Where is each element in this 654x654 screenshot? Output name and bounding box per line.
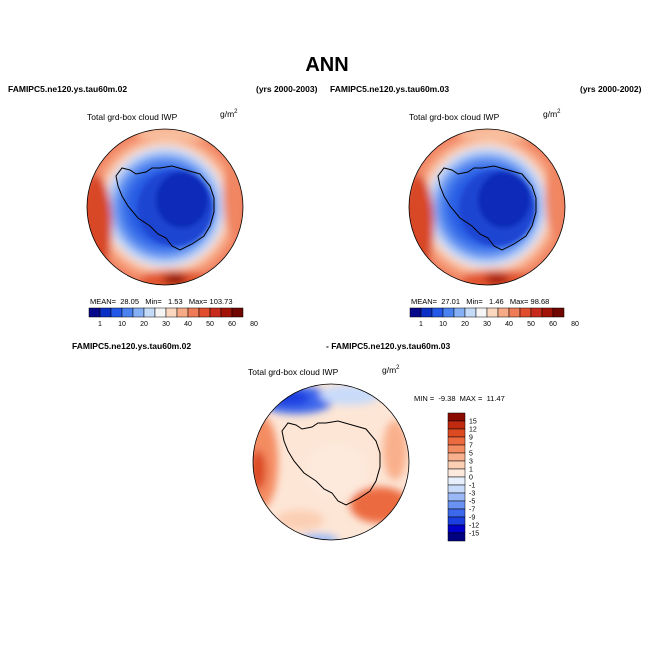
panel3-colorbar-label: -5	[469, 499, 475, 506]
panel1-case-name: FAMIPC5.ne120.ys.tau60m.02	[8, 84, 128, 94]
panel3-colorbar-box	[447, 484, 466, 494]
panel1-stats: MEAN= 28.05 Min= 1.53 Max= 103.73	[90, 297, 233, 306]
panel2-colorbar-box	[453, 307, 466, 318]
panel1-units: g/m2	[220, 109, 238, 119]
panel1-colorbar-label: 20	[140, 321, 148, 328]
panel3-stats: MIN = -9.38 MAX = 11.47	[414, 394, 505, 403]
panel1-colorbar-box	[154, 307, 167, 318]
panel1-colorbar-box	[198, 307, 211, 318]
panel1-years: (yrs 2000-2003)	[256, 84, 318, 94]
panel3-colorbar-box	[447, 532, 466, 542]
panel2-colorbar-box	[552, 307, 565, 318]
panel2-colorbar-label: 1	[419, 321, 423, 328]
panel2-colorbar-box	[475, 307, 488, 318]
panel3-colorbar-box	[447, 468, 466, 478]
panel3-colorbar-box	[447, 460, 466, 470]
panel2-variable-name: Total grd-box cloud IWP	[409, 112, 500, 122]
panel2-case-name: FAMIPC5.ne120.ys.tau60m.03	[330, 84, 450, 94]
panel3-colorbar-box	[447, 516, 466, 526]
panel3-colorbar-label: 0	[469, 475, 473, 482]
panel3-colorbar-box	[447, 420, 466, 430]
panel2-colorbar-label: 20	[461, 321, 469, 328]
panel1-colorbar-label: 10	[118, 321, 126, 328]
panel1-colorbar-box	[209, 307, 222, 318]
panel3-map	[252, 383, 410, 541]
panel3-colorbar-label: -3	[469, 491, 475, 498]
panel3-colorbar-box	[447, 412, 466, 422]
panel3-colorbar-box	[447, 444, 466, 454]
panel1-colorbar-label: 30	[162, 321, 170, 328]
panel2-colorbar-box	[530, 307, 543, 318]
panel1-colorbar-box	[99, 307, 112, 318]
panel3-colorbar-label: -12	[469, 523, 479, 530]
panel2-colorbar-box	[442, 307, 455, 318]
panel2-colorbar-box	[431, 307, 444, 318]
panel3-case-b: - FAMIPC5.ne120.ys.tau60m.03	[326, 341, 451, 351]
page-title: ANN	[305, 54, 349, 76]
panel1-colorbar-label: 40	[184, 321, 192, 328]
panel3-variable-name: Total grd-box cloud IWP	[248, 367, 339, 377]
panel3-colorbar-label: 5	[469, 451, 473, 458]
panel2-years: (yrs 2000-2002)	[580, 84, 642, 94]
panel2-colorbar-box	[541, 307, 554, 318]
panel3-colorbar-label: -15	[469, 531, 479, 538]
panel3-colorbar-label: 9	[469, 435, 473, 442]
panel1-colorbar-label: 1	[98, 321, 102, 328]
panel3-colorbar-label: 1	[469, 467, 473, 474]
panel1-colorbar-box	[110, 307, 123, 318]
panel1-colorbar-box	[165, 307, 178, 318]
panel3-colorbar-box	[447, 476, 466, 486]
panel2-colorbar-box	[508, 307, 521, 318]
panel2-map	[408, 128, 566, 286]
panel2-colorbar-box	[486, 307, 499, 318]
panel1-colorbar-box	[143, 307, 156, 318]
panel2-colorbar-label: 80	[571, 321, 579, 328]
panel2-colorbar-box	[519, 307, 532, 318]
panel3-colorbar-label: 15	[469, 419, 477, 426]
panel2-colorbar-label: 50	[527, 321, 535, 328]
panel1-colorbar-label: 50	[206, 321, 214, 328]
panel3-colorbar-label: 7	[469, 443, 473, 450]
panel3-colorbar-box	[447, 428, 466, 438]
panel3-units: g/m2	[382, 365, 400, 375]
panel2-colorbar: 1 10 20 30 40 50 60 80	[409, 307, 579, 328]
panel2-colorbar-box	[497, 307, 510, 318]
panel1-colorbar-box	[220, 307, 233, 318]
panel3-case-a: FAMIPC5.ne120.ys.tau60m.02	[72, 341, 192, 351]
panel3-colorbar-label: -1	[469, 483, 475, 490]
panel3-colorbar-label: 3	[469, 459, 473, 466]
panel3-colorbar-box	[447, 508, 466, 518]
panel3-colorbar-box	[447, 500, 466, 510]
panel1-colorbar-box	[121, 307, 134, 318]
panel1-colorbar-box	[176, 307, 189, 318]
panel1-colorbar: 1 10 20 30 40 50 60 80	[88, 307, 258, 328]
panel1-colorbar-box	[132, 307, 145, 318]
panel3-colorbar-box	[447, 492, 466, 502]
panel1-colorbar-box	[88, 307, 101, 318]
panel3-colorbar-box	[447, 436, 466, 446]
panel2-colorbar-label: 10	[439, 321, 447, 328]
panel3-colorbar-label: -7	[469, 507, 475, 514]
panel3-colorbar-box	[447, 524, 466, 534]
panel2-colorbar-box	[409, 307, 422, 318]
panel2-colorbar-label: 40	[505, 321, 513, 328]
panel2-colorbar-box	[464, 307, 477, 318]
panel2-colorbar-label: 60	[549, 321, 557, 328]
panel1-colorbar-box	[187, 307, 200, 318]
panel3-colorbar-label: 12	[469, 427, 477, 434]
panel1-colorbar-label: 80	[250, 321, 258, 328]
panel1-map	[86, 128, 244, 286]
panel2-colorbar-label: 30	[483, 321, 491, 328]
panel2-units: g/m2	[543, 109, 561, 119]
panel1-colorbar-box	[231, 307, 244, 318]
panel3-colorbar-label: -9	[469, 515, 475, 522]
panel2-stats: MEAN= 27.01 Min= 1.46 Max= 98.68	[411, 297, 550, 306]
panel1-variable-name: Total grd-box cloud IWP	[87, 112, 178, 122]
panel1-colorbar-label: 60	[228, 321, 236, 328]
panel2-colorbar-box	[420, 307, 433, 318]
panel3-colorbar-box	[447, 452, 466, 462]
